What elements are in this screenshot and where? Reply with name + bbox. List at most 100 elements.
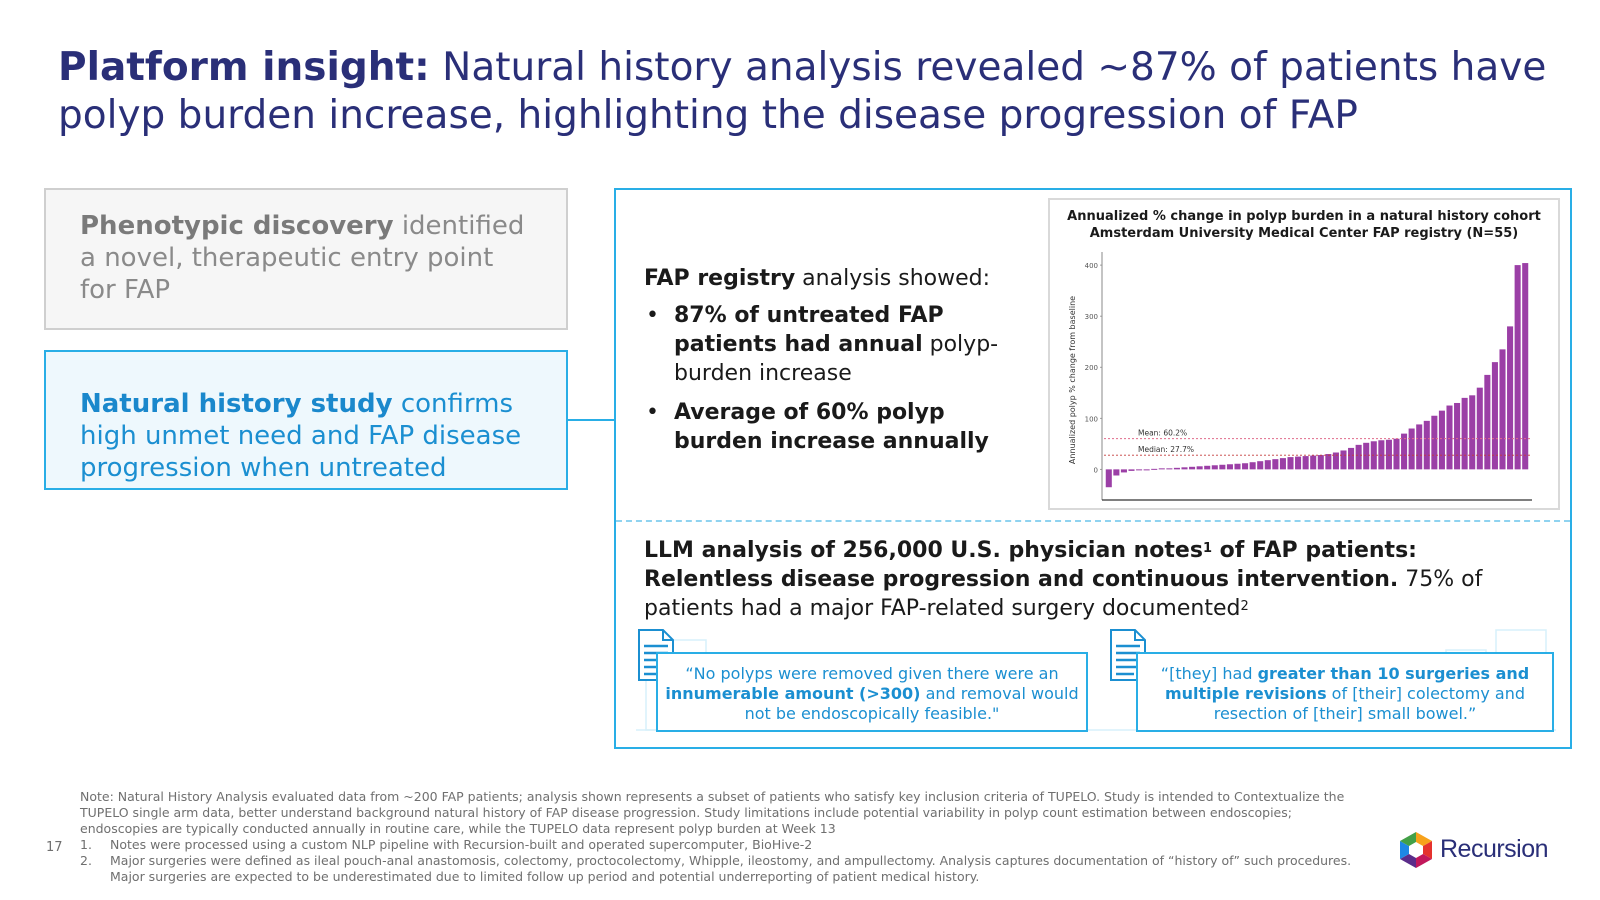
chart-bar xyxy=(1143,469,1150,471)
y-tick-label: 200 xyxy=(1085,364,1098,372)
chart-bar xyxy=(1363,442,1370,470)
registry-bullet-1: • 87% of untreated FAP patients had annua… xyxy=(644,301,1024,388)
footnote-num-2: 2. xyxy=(80,853,92,868)
reference-line-label: Median: 27.7% xyxy=(1138,445,1194,454)
phenotypic-discovery-text: identified a novel, therapeutic entry po… xyxy=(80,211,525,305)
chart-bar xyxy=(1461,397,1468,470)
evidence-panel: FAP registry analysis showed: • 87% of un… xyxy=(614,188,1572,749)
chart-bar xyxy=(1105,469,1112,488)
chart-bar xyxy=(1507,326,1514,470)
page-title: Platform insight: Natural history analys… xyxy=(58,44,1558,140)
chart-bar xyxy=(1431,415,1438,470)
chart-bar xyxy=(1446,405,1453,470)
chart-bar xyxy=(1219,464,1226,470)
quote-2-pre: “[they] had xyxy=(1160,664,1258,683)
llm-footnote-ref-2: 2 xyxy=(1240,599,1249,614)
registry-bullet-1-rest: polyp-burden increase xyxy=(674,332,999,386)
footnotes: Note: Natural History Analysis evaluated… xyxy=(80,789,1360,885)
reference-line-label: Mean: 60.2% xyxy=(1138,429,1187,438)
llm-analysis: LLM analysis of 256,000 U.S. physician n… xyxy=(644,536,1544,623)
chart-bar xyxy=(1272,459,1279,470)
chart-plot: Annualized polyp % change from baseline 0… xyxy=(1068,252,1532,501)
quote-2-post: of [their] colectomy and resection of [t… xyxy=(1213,684,1526,723)
chart-bar xyxy=(1189,466,1196,470)
chart-bar xyxy=(1211,465,1218,470)
chart-bar xyxy=(1476,387,1483,470)
quote-1-pre: “No polyps were removed given there were… xyxy=(685,664,1059,683)
chart-bar xyxy=(1302,456,1309,470)
chart-bar xyxy=(1469,395,1476,470)
chart-bar xyxy=(1113,469,1120,476)
registry-bullet-2-bold: Average of 60% polyp burden increase ann… xyxy=(674,400,989,454)
chart-bar xyxy=(1173,467,1180,470)
chart-bar xyxy=(1136,469,1143,471)
chart-bar xyxy=(1385,439,1392,470)
chart-bar xyxy=(1317,455,1324,470)
registry-bullet-2: • Average of 60% polyp burden increase an… xyxy=(644,398,1024,456)
chart-bar xyxy=(1310,455,1317,470)
quote-1-bold: innumerable amount (>300) xyxy=(665,684,921,703)
chart-bar xyxy=(1287,457,1294,470)
bullet-dot: • xyxy=(646,400,659,425)
chart-bar xyxy=(1128,469,1135,471)
logo-text: Recursion xyxy=(1440,835,1549,863)
natural-history-text: confirms high unmet need and FAP disease… xyxy=(80,389,522,483)
chart-bar xyxy=(1325,454,1332,470)
chart-bar xyxy=(1295,456,1302,470)
chart-bar xyxy=(1423,420,1430,470)
llm-bold-1: LLM analysis of 256,000 U.S. physician n… xyxy=(644,538,1203,563)
chart-bar xyxy=(1438,410,1445,470)
quote-box-2: “[they] had greater than 10 surgeries an… xyxy=(1136,652,1554,732)
phenotypic-discovery-box: Phenotypic discovery identified a novel,… xyxy=(44,188,568,330)
llm-bold-3: Relentless disease progression and conti… xyxy=(644,567,1399,592)
y-tick-label: 0 xyxy=(1094,466,1098,474)
chart-bar xyxy=(1120,469,1127,473)
chart-bar xyxy=(1151,468,1158,470)
chart-bar xyxy=(1158,468,1165,470)
chart-bar xyxy=(1355,444,1362,470)
chart-bar xyxy=(1166,468,1173,470)
footnote-item-1: 1. Notes were processed using a custom NL… xyxy=(80,837,1360,853)
llm-line-1: LLM analysis of 256,000 U.S. physician n… xyxy=(644,536,1544,565)
chart-title-line-1: Annualized % change in polyp burden in a… xyxy=(1067,209,1541,224)
footnote-item-2: 2. Major surgeries were defined as ileal … xyxy=(80,853,1360,885)
llm-bold-2: of FAP patients: xyxy=(1212,538,1417,563)
chart-bar xyxy=(1196,466,1203,470)
footnote-num-1: 1. xyxy=(80,837,92,852)
registry-bullets: • 87% of untreated FAP patients had annua… xyxy=(644,301,1024,456)
chart-bar xyxy=(1181,467,1188,470)
chart-bar xyxy=(1242,463,1249,470)
registry-heading-rest: analysis showed: xyxy=(795,266,991,291)
chart-bar xyxy=(1499,349,1506,470)
title-rest: Natural history analysis revealed ~87% o… xyxy=(58,45,1547,138)
natural-history-box: Natural history study confirms high unme… xyxy=(44,350,568,490)
connector-line xyxy=(568,419,614,421)
chart-bar xyxy=(1257,461,1264,470)
chart-bar xyxy=(1401,433,1408,470)
footnote-text-1: Notes were processed using a custom NLP … xyxy=(110,837,813,852)
quote-2-bold: greater than 10 surgeries and multiple r… xyxy=(1164,664,1530,703)
phenotypic-discovery-bold: Phenotypic discovery xyxy=(80,211,394,241)
chart-bar xyxy=(1416,424,1423,470)
chart-bar xyxy=(1204,465,1211,470)
llm-footnote-ref-1: 1 xyxy=(1202,541,1212,556)
chart-bar xyxy=(1408,428,1415,470)
chart-bar xyxy=(1393,438,1400,470)
chart-bar xyxy=(1226,464,1233,470)
chart-bar xyxy=(1514,265,1521,470)
registry-heading: FAP registry analysis showed: xyxy=(644,264,1024,293)
chart-bar xyxy=(1264,460,1271,470)
chart-bar xyxy=(1522,263,1529,470)
y-tick-label: 100 xyxy=(1085,415,1098,423)
chart-bar xyxy=(1491,362,1498,470)
chart-bar xyxy=(1484,374,1491,470)
chart-bar xyxy=(1279,458,1286,470)
registry-heading-bold: FAP registry xyxy=(644,266,796,291)
polyp-burden-chart: Annualized % change in polyp burden in a… xyxy=(1048,198,1560,510)
footnote-list: 1. Notes were processed using a custom NL… xyxy=(80,837,1360,885)
registry-bullet-1-bold: 87% of untreated FAP patients had annual xyxy=(674,303,944,357)
chart-bar xyxy=(1454,402,1461,470)
llm-rest: 75% of patients had a major FAP-related … xyxy=(644,567,1483,621)
title-bold: Platform insight: xyxy=(58,45,430,90)
registry-summary: FAP registry analysis showed: • 87% of un… xyxy=(644,264,1024,466)
